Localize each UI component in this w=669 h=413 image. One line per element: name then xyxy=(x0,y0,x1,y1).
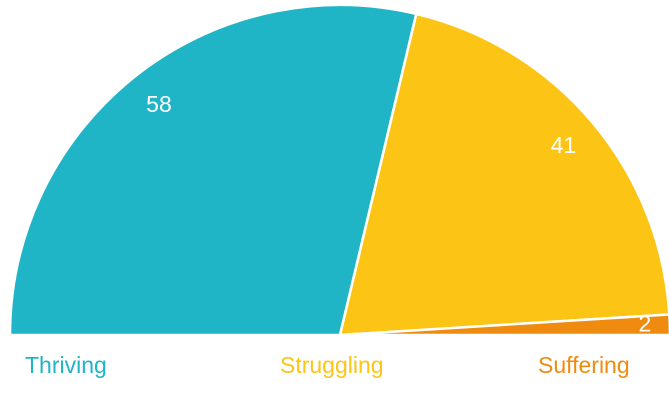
slice-label: 41 xyxy=(551,132,577,158)
slice-label: 58 xyxy=(146,91,172,117)
slice xyxy=(338,12,669,337)
slice xyxy=(8,3,418,337)
legend-label: Suffering xyxy=(538,352,630,378)
legend-label: Struggling xyxy=(280,352,384,378)
slice xyxy=(339,313,669,337)
legend-label: Thriving xyxy=(25,352,107,378)
slice-label: 2 xyxy=(638,311,651,337)
